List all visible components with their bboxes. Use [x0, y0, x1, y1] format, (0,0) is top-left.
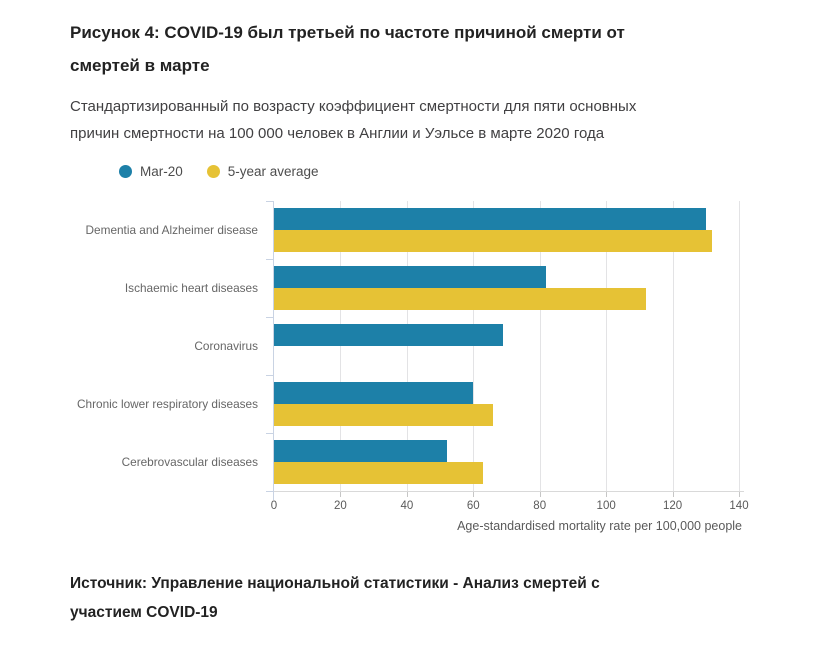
y-axis-tick [266, 433, 274, 434]
x-tick-label: 80 [533, 500, 547, 512]
bar-5-year-average[interactable] [274, 404, 494, 426]
x-axis-tick [606, 492, 608, 497]
x-axis-zero-tick [273, 492, 274, 500]
bar-mar-20[interactable] [274, 324, 504, 346]
x-axis-tick [672, 492, 674, 497]
gridline [473, 201, 475, 491]
y-axis-tick [266, 259, 274, 260]
category-label: Ischaemic heart diseases [124, 281, 258, 295]
source-note: Источник: Управление национальной статис… [70, 575, 600, 621]
x-axis-tick [340, 492, 342, 497]
bar-5-year-average[interactable] [274, 230, 713, 252]
bar-mar-20[interactable] [274, 440, 447, 462]
legend-item-mar-20[interactable]: Mar-20 [119, 164, 183, 179]
bar-5-year-average[interactable] [274, 288, 646, 310]
gridline [739, 201, 740, 491]
bar-chart: 0 20 40 60 80 100 120 140 Dementia and Alzheimer… [77, 201, 749, 549]
legend-label-5-year-average: 5-year average [227, 163, 319, 179]
y-axis-tick [266, 375, 274, 376]
x-axis-tick [406, 492, 408, 497]
plot-area: 0 20 40 60 80 100 120 140 Dementia and Alzheimer… [77, 201, 749, 512]
bar-5-year-average[interactable] [274, 462, 484, 484]
x-axis-tick [539, 492, 541, 497]
legend-dot-5-year-average-icon [206, 164, 220, 178]
chart-legend: Mar-20 5-year average [119, 162, 823, 180]
gridline [672, 201, 674, 491]
x-axis-tick [739, 492, 740, 497]
x-tick-label: 100 [596, 500, 616, 512]
bar-mar-20[interactable] [274, 382, 474, 404]
legend-item-5-year-average[interactable]: 5-year average [206, 163, 319, 179]
gridline [539, 201, 541, 491]
x-tick-label: 40 [400, 500, 414, 512]
x-axis-tick [473, 492, 475, 497]
x-tick-label: 20 [334, 500, 347, 512]
category-label: Dementia and Alzheimer disease [85, 223, 258, 237]
category-label: Cerebrovascular diseases [121, 455, 258, 469]
chart-subtitle: Стандартизированный по возрасту коэффици… [70, 98, 637, 142]
x-tick-label: 120 [662, 500, 683, 512]
category-label: Chronic lower respiratory diseases [77, 397, 258, 411]
x-axis-title: Age-standardised mortality rate per 100,… [457, 519, 742, 533]
bar-mar-20[interactable] [274, 266, 547, 288]
gridline [406, 201, 408, 491]
x-tick-label: 0 [270, 500, 278, 512]
y-axis-tick [266, 317, 274, 318]
x-tick-label: 60 [466, 500, 480, 512]
legend-label-mar-20: Mar-20 [140, 163, 183, 179]
page-title: Рисунок 4: COVID-19 был третьей по часто… [70, 23, 625, 75]
category-label: Coronavirus [194, 339, 258, 353]
y-axis-tick [266, 491, 274, 492]
legend-dot-mar-20-icon [119, 164, 132, 178]
gridline [340, 201, 342, 491]
gridline [606, 201, 608, 491]
y-axis-tick [266, 201, 274, 202]
x-tick-label: 140 [729, 500, 749, 512]
bar-mar-20[interactable] [274, 208, 706, 230]
